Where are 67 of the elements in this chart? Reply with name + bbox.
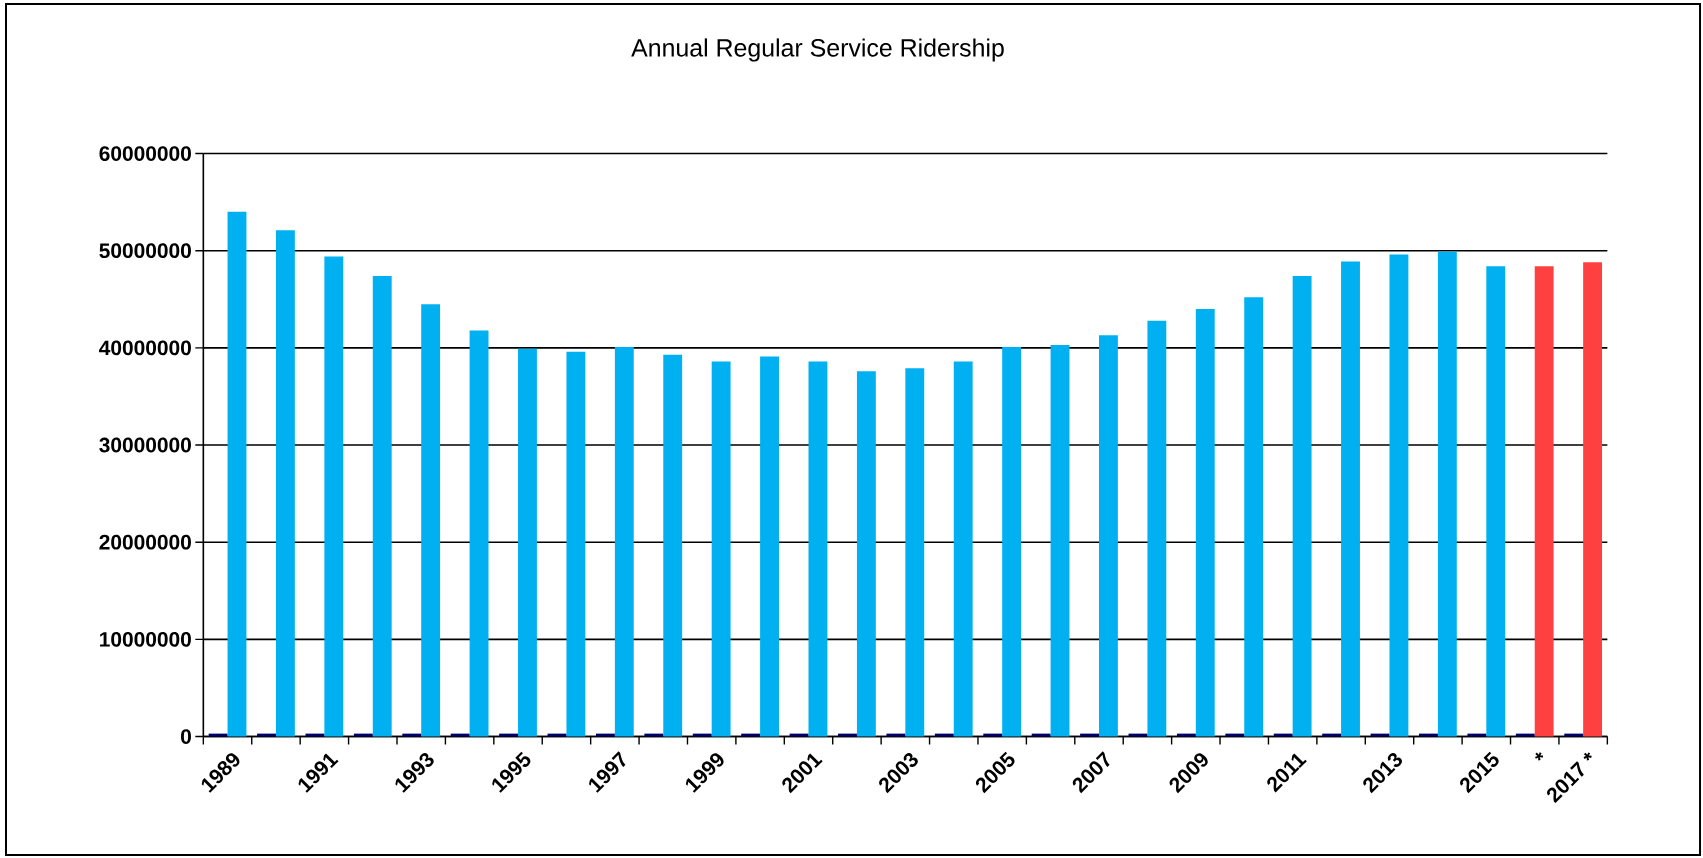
bar bbox=[227, 211, 247, 737]
bar bbox=[1341, 261, 1360, 737]
bar bbox=[886, 733, 906, 737]
bar bbox=[469, 330, 489, 737]
bar bbox=[372, 275, 392, 737]
y-tick-label: 40000000 bbox=[99, 340, 191, 356]
bar bbox=[1322, 733, 1342, 737]
bar bbox=[1292, 275, 1312, 737]
bar bbox=[644, 733, 664, 737]
bar bbox=[856, 371, 876, 737]
bar bbox=[1225, 733, 1245, 737]
bar bbox=[1050, 344, 1070, 737]
bar bbox=[1147, 320, 1167, 737]
y-tick-label: 0 bbox=[181, 729, 191, 744]
y-tick-label: 60000000 bbox=[99, 146, 191, 161]
bar bbox=[838, 733, 857, 737]
bar bbox=[1128, 733, 1148, 737]
x-tick-label: * bbox=[1534, 752, 1544, 761]
bar bbox=[257, 733, 276, 737]
bar bbox=[1031, 733, 1051, 737]
bar bbox=[789, 733, 809, 737]
bar bbox=[1080, 733, 1100, 737]
bar bbox=[305, 733, 325, 737]
y-tick-label: 30000000 bbox=[99, 437, 191, 453]
bar bbox=[208, 733, 228, 737]
bar bbox=[692, 733, 712, 737]
bar bbox=[1583, 262, 1603, 737]
bar bbox=[547, 733, 567, 737]
bar bbox=[808, 361, 828, 737]
bar bbox=[1273, 733, 1293, 737]
bar bbox=[1534, 266, 1554, 737]
bar bbox=[353, 733, 373, 737]
bar bbox=[518, 348, 537, 737]
bar bbox=[934, 733, 954, 737]
y-tick-label: 50000000 bbox=[99, 243, 191, 259]
bar bbox=[1099, 335, 1118, 737]
bar bbox=[663, 354, 683, 737]
bar bbox=[421, 304, 441, 737]
bar bbox=[402, 733, 422, 737]
y-tick-label: 10000000 bbox=[100, 631, 191, 647]
bar bbox=[1195, 309, 1215, 737]
bar bbox=[1515, 733, 1535, 737]
bar bbox=[953, 361, 973, 737]
bar bbox=[1486, 266, 1506, 737]
bar bbox=[741, 733, 761, 737]
bar bbox=[595, 733, 615, 737]
bar bbox=[1244, 297, 1264, 737]
bar bbox=[566, 351, 586, 737]
bar bbox=[614, 346, 634, 737]
bar bbox=[711, 361, 731, 737]
bar bbox=[275, 230, 295, 737]
bar bbox=[1467, 733, 1487, 737]
y-tick-label: 20000000 bbox=[99, 534, 191, 550]
bar bbox=[1437, 251, 1457, 737]
bar bbox=[1370, 733, 1390, 737]
bar bbox=[1176, 733, 1196, 737]
bar bbox=[983, 733, 1003, 737]
bar bbox=[324, 256, 344, 737]
bar bbox=[1419, 733, 1438, 737]
chart-title: Annual Regular Service Ridership bbox=[631, 38, 1004, 62]
bar bbox=[450, 733, 470, 737]
bar bbox=[499, 733, 519, 737]
bar bbox=[1564, 733, 1584, 737]
bar bbox=[1002, 346, 1022, 737]
bar bbox=[760, 356, 779, 737]
bar bbox=[905, 368, 925, 737]
bar bbox=[1389, 254, 1409, 737]
